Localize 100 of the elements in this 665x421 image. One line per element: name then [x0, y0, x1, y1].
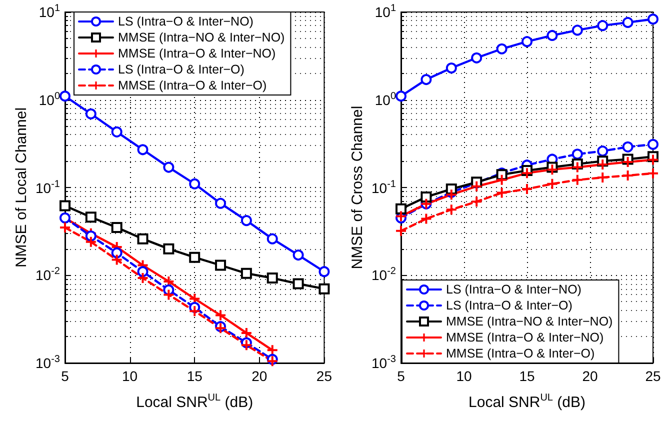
point [572, 162, 582, 172]
y-tick-label: 10$^{0}$ [374, 90, 396, 109]
point [267, 356, 278, 366]
x-tick-label: 20 [582, 368, 598, 384]
point [547, 178, 558, 189]
point [190, 306, 200, 316]
point [421, 214, 432, 224]
legend-label: MMSE (Intra−NO & Inter−NO) [118, 30, 285, 44]
legend-label: LS (Intra−O & Inter−NO) [446, 282, 582, 296]
point [318, 266, 330, 278]
point [85, 212, 96, 223]
point [598, 159, 608, 170]
point [137, 144, 148, 156]
point [622, 157, 633, 168]
x-tick-label: 15 [519, 368, 535, 384]
point [267, 345, 278, 356]
point [318, 283, 330, 294]
y-tick-label: 10$^{1}$ [374, 3, 396, 21]
point [598, 172, 608, 182]
point [190, 294, 200, 304]
x-tick-label: 15 [186, 368, 203, 384]
y-tick-label: 10$^{-2}$ [36, 266, 60, 284]
y-axis-title: NMSE of Local Channel [13, 107, 30, 268]
point [396, 90, 406, 102]
point [111, 126, 122, 138]
point [215, 198, 226, 209]
legend-label: MMSE (Intra−O & Inter−O) [118, 78, 267, 92]
x-tick-label: 25 [645, 368, 661, 384]
y-tick-label: 10$^{-2}$ [372, 266, 396, 284]
point [266, 233, 278, 244]
point [471, 52, 482, 64]
point [396, 203, 406, 214]
point [138, 273, 148, 284]
point [547, 164, 558, 175]
point [648, 14, 658, 25]
point [111, 222, 122, 234]
point [396, 226, 406, 236]
point [597, 20, 608, 32]
point [622, 170, 633, 181]
legend-label: MMSE (Intra−O & Inter−NO) [118, 46, 276, 60]
point [112, 254, 122, 265]
point [546, 30, 558, 41]
point [189, 178, 200, 190]
point [472, 181, 482, 192]
x-tick-label: 5 [397, 368, 406, 384]
point [111, 247, 122, 258]
point [137, 233, 148, 244]
y-axis-title: NMSE of Cross Channel [349, 106, 366, 270]
legend-label: MMSE (Intra−O & Inter−O) [446, 346, 595, 360]
point [216, 310, 226, 320]
point [60, 90, 70, 102]
x-tick-label: 20 [252, 368, 268, 384]
y-tick-label: 10$^{-3}$ [372, 354, 396, 372]
point [522, 36, 532, 48]
y-tick-label: 10$^{1}$ [38, 3, 60, 21]
point [420, 74, 432, 86]
point [496, 188, 507, 198]
y-tick-label: 10$^{-1}$ [372, 178, 396, 196]
point [648, 138, 658, 150]
legend-label: LS (Intra−O & Inter−O) [446, 298, 572, 312]
point [522, 168, 532, 178]
point [189, 252, 200, 263]
point [266, 272, 278, 284]
point [597, 146, 608, 157]
point [446, 190, 456, 200]
point [572, 174, 582, 185]
y-tick-label: 10$^{-3}$ [36, 354, 60, 372]
point [446, 62, 457, 74]
point [60, 222, 70, 233]
point [496, 174, 507, 185]
x-tick-label: 25 [316, 368, 332, 384]
point [164, 290, 174, 300]
point [572, 24, 583, 36]
legend-label: LS (Intra−O & Inter−NO) [118, 14, 254, 28]
point [622, 16, 634, 28]
point [446, 204, 456, 215]
point [215, 260, 226, 271]
point [292, 278, 304, 290]
point [60, 200, 70, 212]
point [241, 328, 252, 338]
point [420, 191, 432, 202]
point [622, 141, 634, 152]
legend-label: MMSE (Intra−O & Inter−NO) [446, 330, 604, 344]
point [86, 236, 96, 247]
point [240, 268, 252, 279]
legend-label: LS (Intra−O & Inter−O) [118, 62, 244, 76]
point [496, 43, 508, 54]
x-tick-label: 5 [61, 368, 70, 384]
point [648, 154, 658, 165]
point [137, 266, 148, 278]
point [648, 168, 658, 178]
point [163, 243, 174, 254]
point [85, 108, 96, 120]
point [292, 250, 304, 261]
point [163, 162, 174, 173]
point [241, 340, 252, 350]
x-tick-label: 10 [456, 368, 472, 384]
point [472, 196, 482, 207]
x-tick-label: 10 [122, 368, 138, 384]
point [572, 148, 583, 160]
